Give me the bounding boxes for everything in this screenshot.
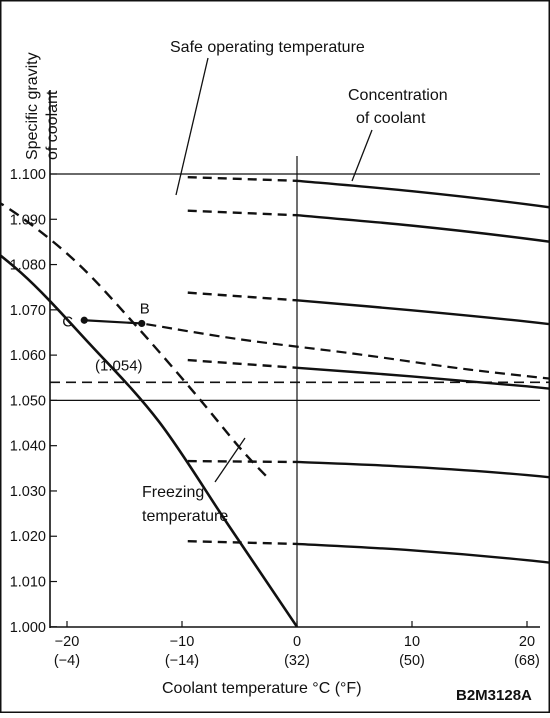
y-tick-label-10: 1.000 — [10, 620, 46, 636]
y-tick-label-0: 1.100 — [10, 167, 46, 183]
y-axis-title-line1: Specific gravity — [24, 52, 41, 160]
x-tick-label-5: 10 — [404, 634, 420, 650]
concentration-curve-dashed-4 — [187, 459, 298, 464]
example-line-b-to-c — [84, 319, 142, 325]
x-tick-sublabel-4: (32) — [284, 653, 310, 669]
x-axis-title: Coolant temperature °C (°F) — [162, 680, 362, 697]
concentration-curve-dashed-2 — [187, 291, 298, 302]
point-b-label: B — [140, 300, 150, 317]
freezing-leader — [214, 437, 246, 483]
reference-lines — [50, 156, 540, 627]
concentration-curve-solid-3 — [296, 366, 550, 390]
freezing-temperature-curve — [0, 253, 299, 628]
y-tick-label-3: 1.070 — [10, 303, 46, 319]
point-c-dot — [80, 316, 88, 324]
concentration-curve-dashed-0 — [187, 175, 298, 182]
x-tick-label-4: 0 — [293, 634, 301, 650]
safe-operating-label: Safe operating temperature — [170, 39, 365, 56]
concentration-curve-solid-0 — [296, 179, 550, 209]
x-tick-sublabel-5: (50) — [399, 653, 425, 669]
y-tick-label-1: 1.090 — [10, 212, 46, 228]
x-tick-sublabel-2: (−4) — [54, 653, 80, 669]
sg-reading-label: (1.054) — [95, 357, 143, 374]
example-curve-a-to-b — [141, 322, 550, 380]
example-construction: ABC(1.054)25°C(77°F) — [50, 300, 550, 384]
concentration-curve-solid-4 — [296, 460, 550, 479]
y-tick-label-9: 1.010 — [10, 575, 46, 591]
y-tick-label-5: 1.050 — [10, 393, 46, 409]
point-c-label: C — [62, 313, 73, 330]
x-tick-label-3: −10 — [170, 634, 195, 650]
freezing-label-line2: temperature — [142, 508, 228, 525]
x-tick-sublabel-3: (−14) — [165, 653, 199, 669]
concentration-leader — [351, 129, 373, 182]
y-tick-label-6: 1.040 — [10, 439, 46, 455]
figure-id: B2M3128A — [456, 687, 532, 704]
concentration-curves — [187, 175, 550, 564]
concentration-curve-dashed-3 — [187, 358, 298, 369]
y-tick-label-7: 1.030 — [10, 484, 46, 500]
x-tick-label-6: 20 — [519, 634, 535, 650]
concentration-curve-solid-5 — [296, 542, 550, 564]
concentration-curve-dashed-5 — [187, 540, 298, 546]
concentration-curve-solid-1 — [296, 214, 550, 243]
y-tick-label-8: 1.020 — [10, 529, 46, 545]
y-tick-label-4: 1.060 — [10, 348, 46, 364]
concentration-label-line2: of coolant — [356, 110, 426, 127]
safe-operating-leader — [175, 57, 209, 196]
y-tick-label-2: 1.080 — [10, 258, 46, 274]
y-axis-title-line2: of coolant — [44, 90, 61, 160]
concentration-curve-solid-2 — [296, 299, 550, 326]
freezing-label-line1: Freezing — [142, 484, 204, 501]
x-tick-sublabel-6: (68) — [514, 653, 540, 669]
concentration-label-line1: Concentration — [348, 87, 448, 104]
concentration-curve-dashed-1 — [187, 209, 298, 217]
x-tick-label-2: −20 — [55, 634, 80, 650]
point-b-dot — [138, 319, 146, 328]
